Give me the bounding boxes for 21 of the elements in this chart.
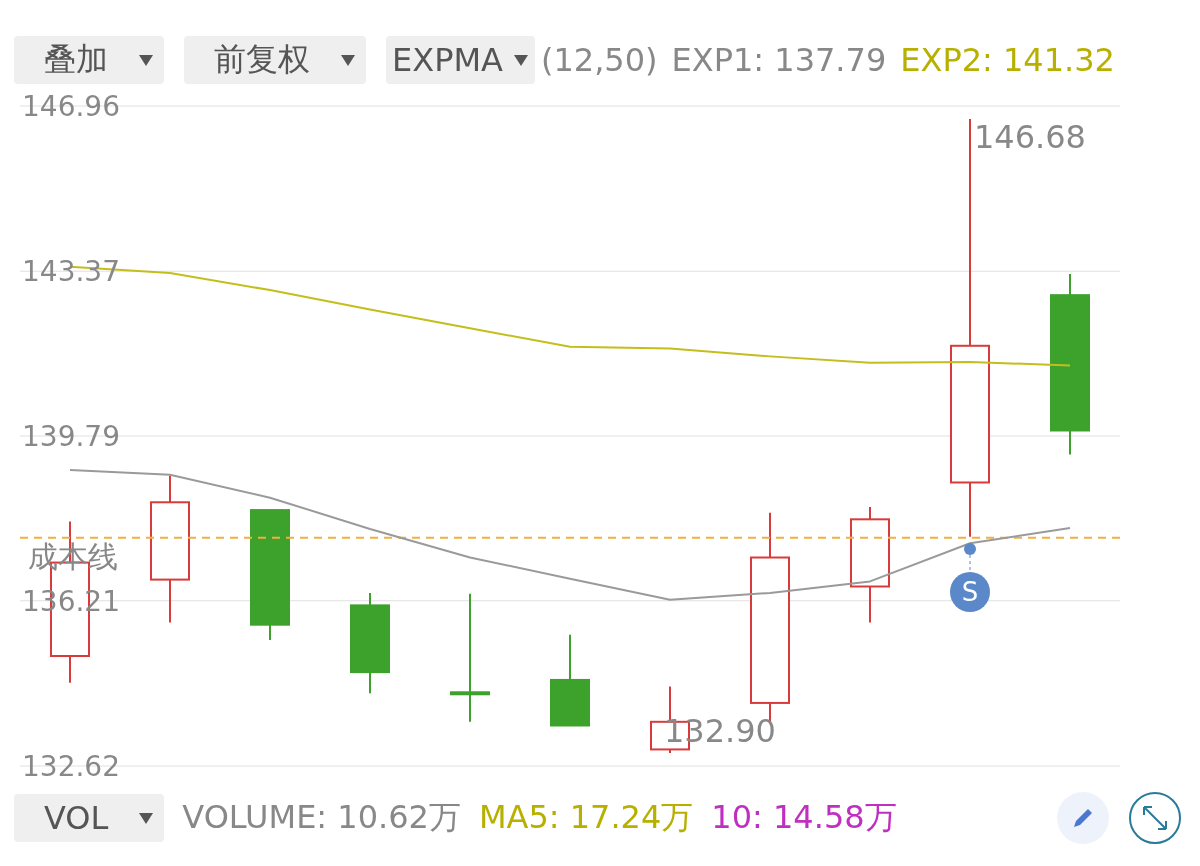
text: EXPMA (392, 41, 503, 79)
text: MA5: 17.24万 (478, 797, 694, 838)
text: 前复权 (213, 39, 311, 80)
text: (12,50) (540, 41, 658, 79)
text: : 137.79 (753, 41, 887, 79)
y-tick-label: 132.62 (22, 749, 120, 783)
s-badge-icon: S (950, 572, 990, 612)
text: VOLUME: 10.62万 (182, 797, 461, 838)
text: 叠加 (43, 39, 109, 80)
text: 10: 14.58万 (711, 797, 897, 838)
y-tick-label: 146.96 (22, 89, 120, 123)
y-tick-label: 143.37 (22, 255, 120, 289)
candlestick (150, 474, 190, 624)
text: EXP2 (900, 41, 983, 79)
text: : 141.32 (982, 41, 1115, 79)
text: EXP1 (671, 41, 754, 79)
candlestick (450, 592, 490, 723)
annotation: 146.68 (974, 118, 1086, 157)
y-tick-label: 139.79 (22, 419, 120, 453)
text: VOL (43, 799, 110, 837)
candlestick (1050, 272, 1090, 456)
